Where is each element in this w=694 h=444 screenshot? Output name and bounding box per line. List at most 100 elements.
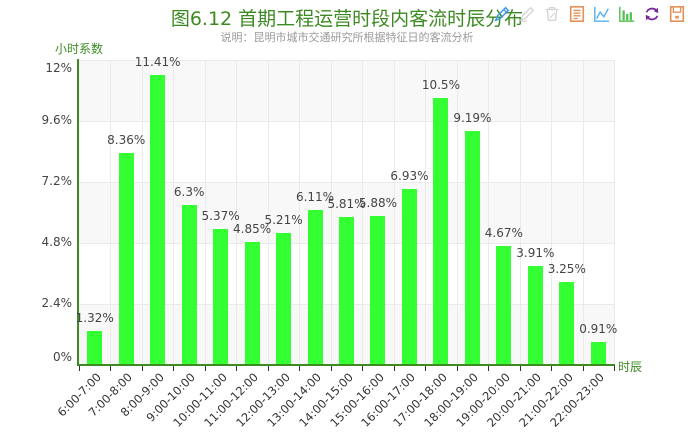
mark-clear-button[interactable] [542, 4, 562, 24]
bar[interactable] [496, 246, 512, 365]
v-gridline [173, 60, 174, 365]
x-tick-mark [488, 366, 489, 371]
bar[interactable] [433, 98, 449, 365]
bar[interactable] [590, 341, 606, 365]
bar-chart-icon [619, 6, 635, 22]
bar[interactable] [370, 215, 386, 365]
data-label: 10.5% [421, 78, 460, 93]
x-tick-mark [205, 366, 206, 371]
chart-subtitle: 说明：昆明市城市交通研究所根据特征日的客流分析 [220, 31, 474, 44]
data-label: 5.88% [358, 195, 398, 210]
x-tick-mark [425, 366, 426, 371]
bar[interactable] [464, 131, 480, 365]
x-tick-mark [268, 366, 269, 371]
data-label: 6.93% [390, 168, 429, 183]
v-gridline [299, 60, 300, 365]
chart-toolbox [492, 4, 687, 24]
data-label: 0.91% [579, 321, 618, 336]
v-gridline [236, 60, 237, 365]
x-tick-mark [173, 366, 174, 371]
mark-undo-button[interactable] [517, 4, 537, 24]
data-label: 11.41% [134, 54, 181, 69]
bar[interactable] [150, 74, 166, 365]
plot-area [79, 60, 615, 366]
data-label: 6.3% [173, 184, 205, 199]
bar[interactable] [244, 241, 260, 365]
grid-band [79, 121, 614, 182]
x-axis-line [77, 364, 615, 366]
v-gridline [331, 60, 332, 365]
data-label: 6.11% [295, 189, 335, 204]
mark-clear-icon [545, 7, 559, 21]
data-label: 1.32% [75, 311, 114, 326]
bar[interactable] [559, 282, 575, 365]
bar[interactable] [401, 188, 417, 365]
y-tick-label: 12% [45, 61, 72, 75]
x-tick-mark [79, 366, 80, 371]
save-image-button[interactable] [667, 4, 687, 24]
restore-button[interactable] [642, 4, 662, 24]
bar[interactable] [276, 232, 292, 365]
y-axis-line [77, 59, 79, 366]
data-label: 4.67% [484, 226, 523, 241]
data-label: 9.19% [453, 111, 492, 126]
bar[interactable] [87, 331, 103, 365]
line-chart-icon [594, 6, 610, 22]
data-view-button[interactable] [567, 4, 587, 24]
v-gridline [110, 60, 111, 365]
x-tick-mark [142, 366, 143, 371]
y-tick-label: 0% [52, 350, 72, 364]
data-label: 4.85% [233, 221, 272, 236]
x-tick-mark [520, 366, 521, 371]
v-gridline [394, 60, 395, 365]
x-tick-mark [614, 366, 615, 371]
y-tick-label: 2.4% [41, 296, 73, 310]
y-tick-label: 7.2% [41, 174, 73, 188]
data-label: 8.36% [107, 132, 146, 147]
h-gridline [79, 182, 614, 183]
data-label: 3.91% [516, 245, 555, 260]
v-gridline [551, 60, 552, 365]
mark-undo-icon [519, 6, 535, 22]
v-gridline [142, 60, 143, 365]
x-tick-mark [362, 366, 363, 371]
line-chart-button[interactable] [592, 4, 612, 24]
v-gridline [268, 60, 269, 365]
data-view-icon [569, 5, 585, 23]
x-tick-mark [551, 366, 552, 371]
h-gridline [79, 60, 614, 61]
bar[interactable] [307, 209, 323, 365]
bar[interactable] [527, 265, 543, 365]
x-tick-mark [394, 366, 395, 371]
restore-icon [645, 7, 659, 21]
x-tick-mark [331, 366, 332, 371]
v-gridline [205, 60, 206, 365]
data-label: 5.37% [201, 208, 240, 223]
x-axis-name: 时辰 [618, 360, 643, 374]
y-tick-label: 9.6% [41, 113, 73, 127]
chart-title: 图6.12 首期工程运营时段内客流时辰分布 [170, 8, 524, 30]
y-axis-name: 小时系数 [55, 42, 104, 56]
x-tick-mark [110, 366, 111, 371]
x-tick-mark [236, 366, 237, 371]
data-label: 5.81% [327, 197, 366, 212]
x-tick-mark [299, 366, 300, 371]
x-tick-mark [457, 366, 458, 371]
y-tick-label: 4.8% [41, 235, 73, 249]
grid-band [79, 60, 614, 121]
v-gridline [362, 60, 363, 365]
bar[interactable] [118, 152, 134, 365]
v-gridline [520, 60, 521, 365]
mark-button[interactable] [492, 4, 512, 24]
v-gridline [614, 60, 615, 365]
bar-chart-button[interactable] [617, 4, 637, 24]
v-gridline [583, 60, 584, 365]
bar[interactable] [339, 217, 354, 365]
bar[interactable] [213, 228, 229, 365]
mark-icon [494, 6, 510, 22]
h-gridline [79, 121, 614, 122]
bar[interactable] [181, 204, 197, 365]
x-tick-mark [583, 366, 584, 371]
v-gridline [488, 60, 489, 365]
data-label: 3.25% [547, 262, 586, 277]
